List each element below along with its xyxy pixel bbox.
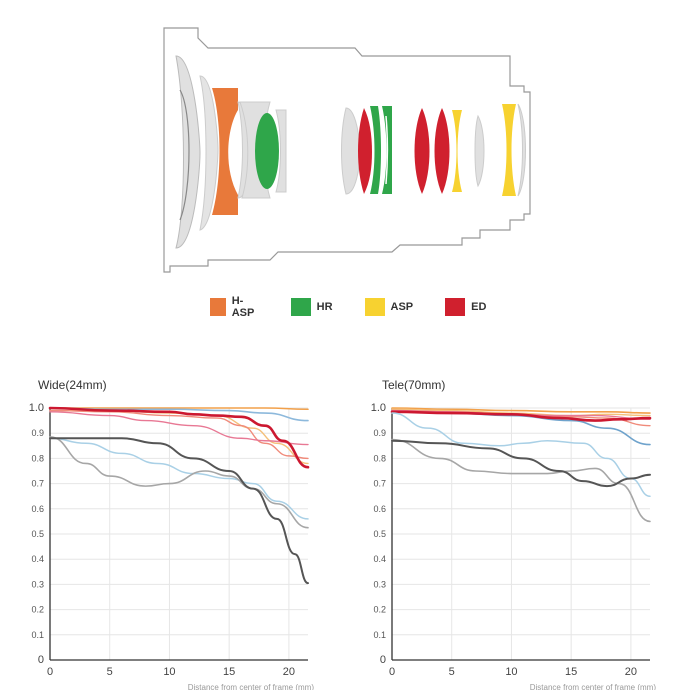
y-tick-label: 0.7 (373, 479, 386, 489)
y-tick-label: 0.6 (31, 504, 44, 514)
x-tick-label: 20 (625, 666, 637, 678)
x-tick-label: 10 (163, 666, 175, 678)
legend-item-hr: HR (290, 296, 333, 318)
lens-element-ed-2 (414, 108, 430, 194)
x-tick-label: 5 (107, 666, 113, 678)
lens-element-8 (385, 115, 389, 185)
lens-element-ed-3 (434, 108, 450, 194)
series-line-4 (49, 409, 309, 460)
series-line-6 (48, 406, 310, 469)
x-tick-label: 15 (223, 666, 235, 678)
y-tick-label: 0.7 (31, 479, 44, 489)
legend-swatch-asp (364, 298, 385, 316)
mtf-plot-wide: 0 0.1 0.2 0.3 0.4 0.5 0.6 0.7 0.8 0.9 1.0 0 5 10 15 20 D… (29, 402, 315, 690)
y-tick-label: 0.4 (373, 554, 386, 564)
x-tick-label: 20 (283, 666, 295, 678)
x-axis-label: Distance from center of frame (mm) (188, 683, 315, 690)
chart-title: Wide(24mm) (38, 378, 107, 392)
lens-element-hr-2 (370, 106, 381, 194)
lens-element-ed-1 (358, 108, 372, 194)
y-tick-label: 0 (380, 654, 386, 666)
legend-label-hr: HR (316, 301, 333, 313)
lens-element-6 (275, 109, 287, 193)
series-line-8 (391, 438, 651, 523)
y-tick-label: 0.3 (31, 579, 44, 589)
series-line-2 (391, 408, 651, 417)
legend-label-ed: ED (471, 301, 487, 313)
series-line-6 (390, 410, 652, 422)
y-tick-label: 0.8 (31, 453, 44, 463)
series-line-5 (49, 411, 309, 446)
y-tick-label: 0.5 (373, 529, 386, 539)
x-tick-label: 10 (505, 666, 517, 678)
lens-barrel-outline (163, 27, 531, 273)
y-tick-label: 0.1 (31, 630, 44, 640)
y-tick-label: 1.0 (29, 402, 44, 414)
series-line-9 (49, 437, 309, 585)
y-tick-label: 0.4 (31, 554, 44, 564)
lens-element-h-asp (212, 88, 238, 215)
mtf-plot-tele: 0 0.1 0.2 0.3 0.4 0.5 0.6 0.7 0.8 0.9 1.0 0 5 10 15 20 D… (371, 402, 657, 690)
lens-element-3 (199, 75, 219, 231)
legend-item-asp: ASP (364, 296, 414, 318)
chart-title: Tele(70mm) (382, 378, 446, 392)
lens-element-asp-2 (502, 104, 516, 196)
lens-element-2 (179, 89, 190, 221)
mtf-chart-wide: Wide(24mm) 0 0.1 0.2 0.3 0.4 0.5 0.6 0.7 0.8 0.9 1… (10, 378, 330, 690)
x-tick-label: 5 (449, 666, 455, 678)
series-line-8 (49, 436, 309, 529)
lens-element-hr (255, 113, 279, 189)
series-line-7 (49, 437, 309, 520)
y-tick-label: 0.9 (31, 428, 44, 438)
legend-item-ed: ED (445, 296, 486, 318)
y-tick-label: 0.6 (373, 504, 386, 514)
lens-element-10 (517, 103, 526, 197)
x-tick-label: 0 (389, 666, 395, 678)
series-line-3 (49, 409, 309, 465)
x-axis-label: Distance from center of frame (mm) (530, 683, 657, 690)
legend-label-asp: ASP (390, 301, 414, 313)
lens-element-7 (341, 107, 361, 195)
series-line-9 (391, 439, 651, 488)
lens-element-1 (175, 55, 201, 249)
y-tick-label: 0.2 (373, 605, 386, 615)
x-tick-label: 15 (565, 666, 577, 678)
series-line-7 (391, 412, 651, 497)
x-tick-label: 0 (47, 666, 53, 678)
lens-element-9 (474, 114, 485, 188)
y-tick-label: 0 (38, 654, 44, 666)
series-line-1 (391, 407, 651, 414)
legend-swatch-hr (290, 298, 311, 316)
y-tick-label: 0.3 (373, 579, 386, 589)
y-tick-label: 0.2 (31, 605, 44, 615)
y-tick-label: 0.5 (31, 529, 44, 539)
series-line-1 (49, 407, 309, 411)
y-tick-label: 0.1 (373, 630, 386, 640)
legend-swatch-ed (445, 298, 466, 316)
legend-label-h-asp: H-ASP (231, 295, 255, 319)
mtf-chart-tele: Tele(70mm) 0 0.1 0.2 0.3 0.4 0.5 0.6 0.7 0.8 0.9 1… (352, 378, 672, 690)
lens-legend: H-ASP HR ASP ED (210, 295, 510, 319)
legend-item-h-asp: H-ASP (210, 295, 259, 319)
y-tick-label: 1.0 (371, 402, 386, 414)
lens-construction-diagram (163, 27, 531, 273)
legend-swatch-h-asp (210, 298, 226, 316)
lens-element-asp-1 (452, 110, 462, 192)
y-tick-label: 0.8 (373, 453, 386, 463)
y-tick-label: 0.9 (373, 428, 386, 438)
